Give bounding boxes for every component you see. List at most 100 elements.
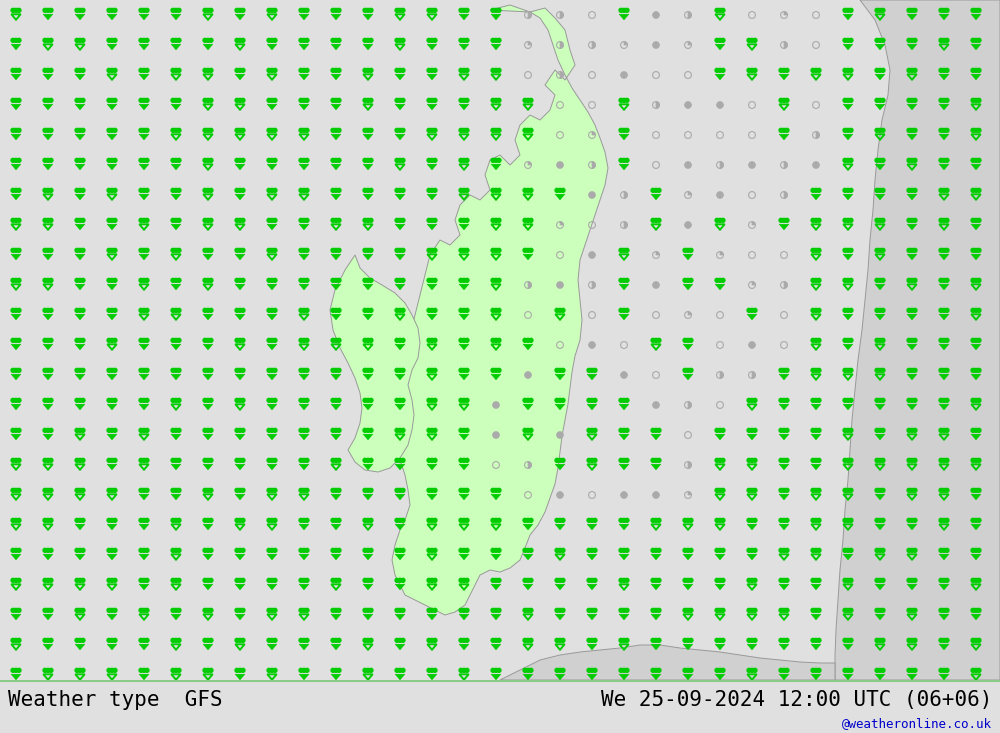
Circle shape — [977, 98, 981, 103]
Polygon shape — [555, 375, 565, 380]
Circle shape — [302, 398, 306, 402]
Circle shape — [686, 548, 690, 552]
Circle shape — [875, 248, 879, 252]
Circle shape — [939, 8, 943, 12]
Circle shape — [561, 188, 565, 192]
Polygon shape — [811, 194, 821, 199]
Polygon shape — [299, 14, 309, 20]
Circle shape — [337, 369, 341, 372]
Circle shape — [14, 158, 18, 162]
Circle shape — [398, 188, 402, 192]
Circle shape — [49, 8, 53, 12]
Circle shape — [747, 398, 751, 402]
Polygon shape — [907, 44, 917, 50]
Polygon shape — [331, 614, 341, 619]
Circle shape — [401, 68, 405, 73]
Circle shape — [715, 578, 719, 582]
Circle shape — [17, 518, 21, 523]
Wedge shape — [528, 12, 531, 18]
Polygon shape — [395, 134, 405, 140]
Circle shape — [75, 398, 79, 402]
Circle shape — [465, 578, 469, 582]
Circle shape — [49, 369, 53, 372]
Circle shape — [721, 578, 725, 582]
Polygon shape — [203, 314, 213, 320]
Circle shape — [721, 38, 725, 43]
Circle shape — [395, 428, 399, 432]
Circle shape — [785, 548, 789, 552]
Circle shape — [171, 38, 175, 43]
Circle shape — [971, 188, 975, 192]
Circle shape — [270, 488, 274, 493]
Circle shape — [913, 218, 917, 222]
Circle shape — [494, 279, 498, 282]
Polygon shape — [651, 194, 661, 199]
Circle shape — [299, 398, 303, 402]
Circle shape — [206, 608, 210, 612]
Circle shape — [206, 8, 210, 12]
Polygon shape — [299, 74, 309, 80]
Circle shape — [401, 428, 405, 432]
Circle shape — [718, 218, 722, 222]
Circle shape — [398, 68, 402, 73]
Circle shape — [849, 638, 853, 642]
Circle shape — [238, 8, 242, 12]
Circle shape — [142, 188, 146, 192]
Circle shape — [523, 518, 527, 523]
Polygon shape — [395, 254, 405, 259]
Polygon shape — [267, 464, 277, 470]
Circle shape — [494, 369, 498, 372]
Circle shape — [465, 158, 469, 162]
Polygon shape — [11, 405, 21, 410]
Circle shape — [235, 128, 239, 132]
Circle shape — [113, 518, 117, 523]
Circle shape — [395, 458, 399, 463]
Polygon shape — [715, 434, 725, 440]
Circle shape — [145, 218, 149, 222]
Circle shape — [142, 398, 146, 402]
Circle shape — [273, 309, 277, 312]
Wedge shape — [784, 12, 787, 15]
Polygon shape — [235, 314, 245, 320]
Circle shape — [395, 488, 399, 493]
Circle shape — [305, 309, 309, 312]
Circle shape — [78, 398, 82, 402]
Circle shape — [686, 339, 690, 342]
Circle shape — [49, 248, 53, 252]
Circle shape — [846, 488, 850, 493]
Circle shape — [619, 248, 623, 252]
Circle shape — [331, 279, 335, 282]
Circle shape — [369, 188, 373, 192]
Circle shape — [145, 398, 149, 402]
Polygon shape — [43, 104, 53, 110]
Circle shape — [337, 458, 341, 463]
Polygon shape — [299, 674, 309, 679]
Circle shape — [174, 339, 178, 342]
Polygon shape — [171, 44, 181, 50]
Circle shape — [526, 578, 530, 582]
Circle shape — [206, 309, 210, 312]
Polygon shape — [875, 405, 885, 410]
Circle shape — [401, 309, 405, 312]
Circle shape — [721, 428, 725, 432]
Circle shape — [814, 458, 818, 463]
Circle shape — [459, 339, 463, 342]
Circle shape — [621, 72, 627, 78]
Circle shape — [878, 309, 882, 312]
Circle shape — [907, 309, 911, 312]
Circle shape — [46, 68, 50, 73]
Circle shape — [721, 548, 725, 552]
Circle shape — [817, 248, 821, 252]
Circle shape — [46, 128, 50, 132]
Circle shape — [107, 98, 111, 103]
Circle shape — [49, 279, 53, 282]
Circle shape — [270, 638, 274, 642]
Polygon shape — [75, 554, 85, 560]
Circle shape — [433, 548, 437, 552]
Circle shape — [171, 339, 175, 342]
Circle shape — [753, 578, 757, 582]
Circle shape — [811, 279, 815, 282]
Circle shape — [465, 608, 469, 612]
Circle shape — [139, 488, 143, 493]
Circle shape — [939, 608, 943, 612]
